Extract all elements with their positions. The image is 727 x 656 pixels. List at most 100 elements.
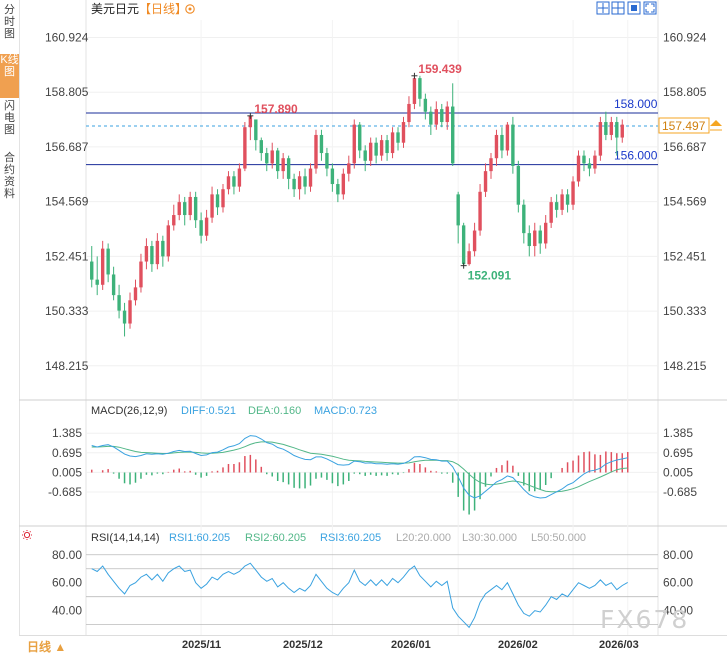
candle-body[interactable] [243, 127, 247, 169]
candle-body[interactable] [543, 222, 548, 244]
tab-timeshare[interactable]: 分时图 [4, 4, 15, 40]
candle-body[interactable] [303, 176, 307, 187]
candle-body[interactable] [259, 140, 263, 154]
candle-body[interactable] [412, 78, 417, 104]
candle-body[interactable] [122, 310, 127, 324]
candle-body[interactable] [505, 124, 510, 151]
candle-body[interactable] [429, 111, 433, 125]
candle-body[interactable] [390, 132, 395, 154]
candle-body[interactable] [292, 178, 296, 190]
candle-body[interactable] [538, 230, 542, 244]
candle-body[interactable] [128, 300, 132, 324]
candle-body[interactable] [396, 132, 400, 143]
candle-body[interactable] [95, 279, 99, 285]
candle-body[interactable] [166, 225, 171, 257]
candle-body[interactable] [516, 165, 521, 205]
candle-body[interactable] [106, 248, 110, 275]
candle-body[interactable] [133, 287, 138, 301]
candle-body[interactable] [576, 155, 581, 182]
candle-body[interactable] [325, 153, 329, 169]
tab-kline[interactable]: K线图 [0, 54, 19, 98]
candle-body[interactable] [494, 134, 499, 159]
candle-body[interactable] [144, 246, 149, 262]
candle-body[interactable] [352, 124, 356, 164]
candle-body[interactable] [308, 168, 313, 187]
candle-body[interactable] [275, 150, 280, 172]
candle-body[interactable] [615, 122, 619, 138]
candle-body[interactable] [177, 202, 181, 216]
layout-icon[interactable] [611, 1, 625, 15]
candle-body[interactable] [232, 176, 236, 187]
candle-body[interactable] [117, 295, 121, 311]
sun-icon[interactable] [22, 530, 32, 540]
period-dropdown[interactable]: 日线 ▲ [27, 640, 67, 654]
candle-body[interactable] [379, 140, 384, 156]
candle-body[interactable] [527, 233, 531, 247]
candle-body[interactable] [511, 124, 515, 166]
candle-body[interactable] [139, 261, 143, 288]
candle-body[interactable] [90, 261, 94, 280]
gear-icon[interactable] [185, 4, 195, 14]
candle-body[interactable] [199, 220, 203, 236]
candle-body[interactable] [237, 168, 242, 187]
candle-body[interactable] [254, 119, 258, 141]
candle-body[interactable] [155, 240, 160, 265]
candle-body[interactable] [500, 134, 504, 151]
candle-body[interactable] [330, 168, 335, 185]
candle-body[interactable] [100, 248, 105, 285]
candle-body[interactable] [598, 122, 603, 156]
candle-body[interactable] [215, 194, 220, 208]
candle-body[interactable] [571, 181, 575, 205]
candle-body[interactable] [593, 155, 597, 169]
candle-body[interactable] [478, 191, 482, 231]
candle-body[interactable] [587, 163, 592, 169]
candle-body[interactable] [374, 142, 378, 156]
candle-body[interactable] [368, 142, 373, 161]
candle-body[interactable] [434, 109, 439, 125]
candle-body[interactable] [183, 202, 187, 216]
candle-body[interactable] [161, 240, 165, 257]
candle-body[interactable] [270, 150, 274, 164]
candle-body[interactable] [150, 246, 154, 265]
candle-body[interactable] [489, 158, 493, 172]
candle-body[interactable] [319, 134, 324, 154]
candle-body[interactable] [560, 194, 564, 210]
candle-body[interactable] [265, 153, 269, 164]
candle-body[interactable] [467, 251, 471, 265]
candle-body[interactable] [549, 202, 553, 223]
fullscreen-icon[interactable] [643, 1, 657, 15]
candle-body[interactable] [604, 122, 608, 135]
candle-body[interactable] [281, 158, 285, 172]
candle-body[interactable] [188, 196, 192, 216]
tab-contract-info[interactable]: 合约资料 [4, 152, 15, 200]
candle-body[interactable] [554, 202, 559, 210]
candle-body[interactable] [210, 194, 214, 218]
candle-body[interactable] [582, 155, 586, 164]
candle-body[interactable] [193, 196, 198, 221]
candle-body[interactable] [401, 122, 406, 143]
candle-body[interactable] [314, 134, 318, 169]
tab-flash[interactable]: 闪电图 [4, 100, 15, 136]
resize-icon[interactable] [627, 1, 641, 15]
candle-body[interactable] [418, 78, 422, 99]
candle-body[interactable] [472, 230, 477, 252]
candle-body[interactable] [385, 140, 389, 154]
candle-body[interactable] [341, 173, 346, 195]
candle-body[interactable] [445, 106, 449, 123]
candle-body[interactable] [286, 158, 291, 179]
period-label[interactable]: 【日线】 [139, 2, 187, 16]
candle-body[interactable] [363, 150, 367, 161]
candle-body[interactable] [423, 98, 428, 112]
candle-body[interactable] [221, 189, 225, 208]
candle-body[interactable] [358, 124, 362, 151]
candle-body[interactable] [297, 176, 302, 190]
candle-body[interactable] [620, 124, 624, 138]
candle-body[interactable] [533, 230, 537, 247]
candle-body[interactable] [248, 115, 253, 128]
candle-body[interactable] [336, 184, 340, 195]
candle-body[interactable] [483, 171, 488, 192]
candle-body[interactable] [204, 217, 209, 236]
candle-body[interactable] [347, 163, 351, 174]
candle-body[interactable] [407, 103, 411, 123]
